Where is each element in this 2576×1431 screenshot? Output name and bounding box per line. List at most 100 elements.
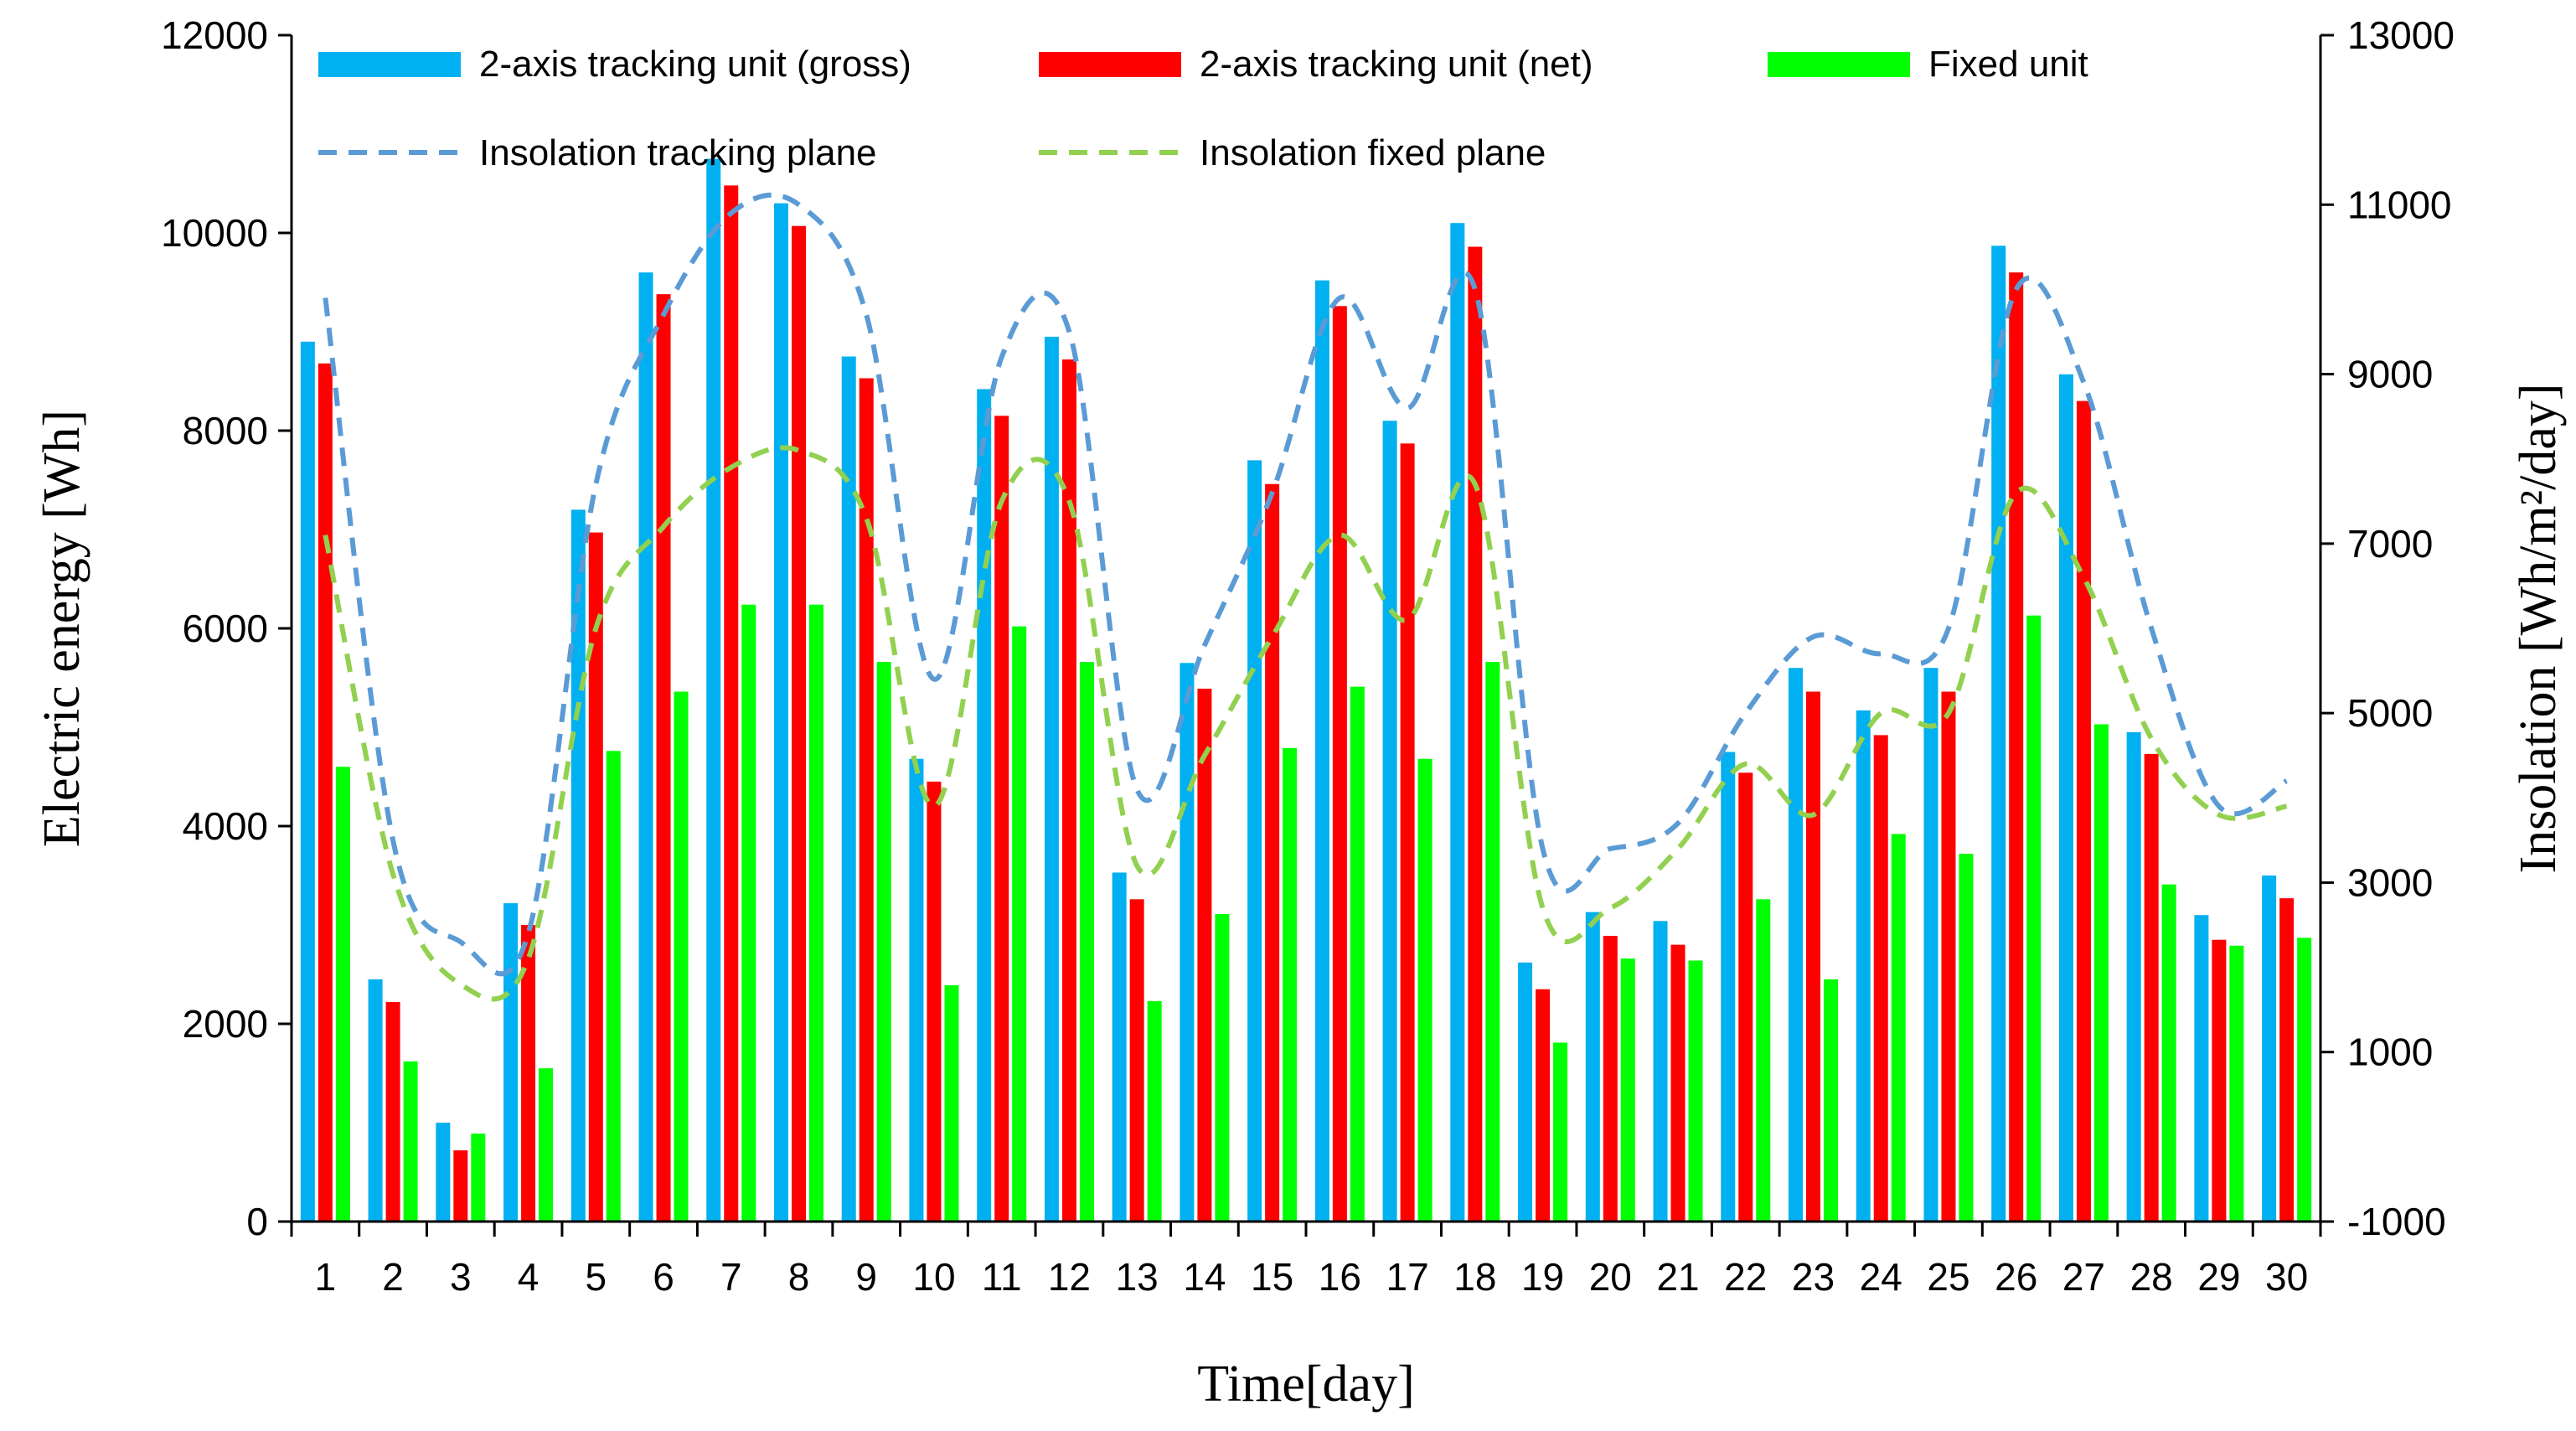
x-tick-label: 7 <box>720 1255 742 1299</box>
bar <box>1856 710 1871 1222</box>
bar <box>1332 306 1347 1222</box>
x-tick-label: 4 <box>518 1255 539 1299</box>
bar <box>706 158 721 1222</box>
bar <box>1789 668 1803 1222</box>
bar <box>774 203 788 1222</box>
bar <box>300 341 315 1222</box>
y-tick-label: 12000 <box>161 13 268 57</box>
y-tick-label: 10000 <box>161 211 268 255</box>
bar <box>1891 834 1906 1222</box>
bar <box>1247 460 1262 1222</box>
bar <box>1044 336 1059 1222</box>
bar <box>944 984 959 1222</box>
bar <box>1314 280 1329 1222</box>
bar <box>1756 899 1771 1222</box>
x-tick-label: 17 <box>1386 1255 1429 1299</box>
bar <box>1147 1000 1162 1222</box>
bar <box>1824 979 1838 1222</box>
bar <box>588 532 603 1222</box>
bar <box>606 751 621 1222</box>
line-series-1 <box>323 445 2288 1002</box>
x-tick-label: 9 <box>855 1255 877 1299</box>
bar <box>1959 854 1974 1222</box>
bar <box>1468 246 1483 1222</box>
bar <box>909 758 924 1222</box>
x-tick-label: 18 <box>1453 1255 1496 1299</box>
bar <box>1585 912 1600 1222</box>
x-tick-label: 29 <box>2197 1255 2240 1299</box>
bar <box>1653 921 1668 1222</box>
bar <box>2297 938 2312 1222</box>
bar-series-1 <box>317 185 2295 1222</box>
bar <box>2126 731 2141 1222</box>
bar <box>1215 914 1230 1222</box>
bar <box>1536 989 1551 1222</box>
bar <box>1112 872 1127 1222</box>
y2-tick-label: 11000 <box>2347 183 2452 226</box>
y-tick-label: 2000 <box>183 1002 268 1046</box>
bar <box>656 294 671 1222</box>
y2-tick-label: -1000 <box>2347 1200 2446 1243</box>
legend-label: Insolation fixed plane <box>1200 132 1546 173</box>
bar <box>792 225 806 1222</box>
bar <box>2076 400 2091 1222</box>
bar <box>403 1061 418 1222</box>
x-tick-label: 12 <box>1048 1255 1091 1299</box>
legend-label: Fixed unit <box>1928 44 2088 85</box>
x-tick-label: 19 <box>1521 1255 1564 1299</box>
bar <box>1873 735 1888 1222</box>
bar <box>2161 884 2176 1222</box>
y-tick-label: 4000 <box>183 804 268 848</box>
bar <box>1400 443 1415 1222</box>
bar <box>368 979 383 1222</box>
y-axis-title: Electric energy [Wh] <box>34 410 90 847</box>
line-series-0 <box>323 192 2289 977</box>
x-tick-label: 16 <box>1319 1255 1361 1299</box>
y-tick-label: 6000 <box>183 607 268 650</box>
bar <box>335 767 350 1222</box>
bar <box>471 1133 486 1222</box>
bar <box>724 185 739 1222</box>
legend-item: 2-axis tracking unit (net) <box>1039 44 1593 85</box>
x-tick-label: 2 <box>382 1255 404 1299</box>
y2-tick-label: 1000 <box>2347 1031 2433 1074</box>
bar <box>2279 898 2295 1222</box>
legend-label: 2-axis tracking unit (gross) <box>479 44 911 85</box>
y2-tick-label: 5000 <box>2347 691 2433 735</box>
bar <box>809 604 823 1222</box>
y2-axis-title: Insolation [Wh/m²/day] <box>2510 383 2567 873</box>
bar <box>2058 374 2073 1222</box>
bar <box>2262 876 2277 1222</box>
bar <box>1061 359 1076 1222</box>
bar <box>2194 915 2209 1222</box>
x-tick-label: 24 <box>1860 1255 1902 1299</box>
bar <box>994 416 1009 1222</box>
bar <box>1350 686 1365 1222</box>
bar <box>1603 935 1618 1222</box>
axes-group <box>278 34 2334 1237</box>
x-tick-label: 22 <box>1724 1255 1767 1299</box>
bar <box>638 272 653 1222</box>
bar <box>1553 1042 1568 1222</box>
legend-label: 2-axis tracking unit (net) <box>1200 44 1593 85</box>
bar <box>2144 753 2159 1222</box>
x-tick-label: 26 <box>1995 1255 2037 1299</box>
x-tick-label: 1 <box>315 1255 337 1299</box>
bar <box>2212 939 2227 1222</box>
y-tick-label: 8000 <box>183 409 268 452</box>
bar <box>1180 663 1195 1222</box>
bar <box>1450 223 1465 1222</box>
bar <box>1738 772 1753 1222</box>
x-tick-label: 8 <box>788 1255 810 1299</box>
x-tick-label: 21 <box>1656 1255 1699 1299</box>
y2-tick-label: 7000 <box>2347 522 2433 566</box>
bar <box>1012 626 1027 1222</box>
bar <box>674 691 689 1222</box>
bar <box>1620 958 1635 1222</box>
bar <box>876 662 891 1222</box>
bar <box>1197 688 1212 1222</box>
bar <box>453 1150 468 1222</box>
y2-tick-label: 3000 <box>2347 860 2433 904</box>
